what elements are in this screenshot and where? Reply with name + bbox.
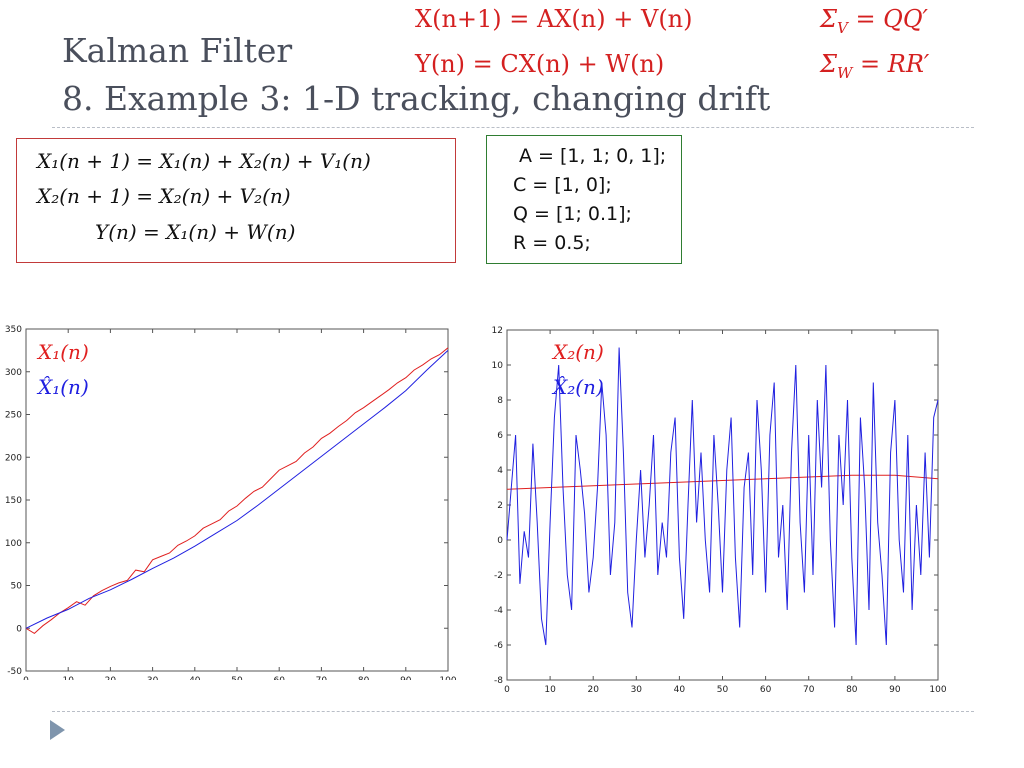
y-tick-label: -4 [494,606,503,616]
equation-line-3: Y(n) = X₁(n) + W(n) [95,220,296,244]
y-tick-label: 10 [492,361,504,371]
x-tick-label: 40 [674,685,686,695]
x-tick-label: 50 [231,676,243,680]
title-divider [52,127,974,128]
sigma-w-subscript: W [836,63,853,82]
x-tick-label: 80 [846,685,858,695]
x-tick-label: 30 [631,685,643,695]
plot-frame [25,328,449,672]
legend-x1-hat: X̂₁(n) [38,375,89,399]
x-tick-label: 100 [929,685,946,695]
observation-equation: Y(n) = CX(n) + W(n) [415,50,665,78]
y-tick-label: -8 [494,676,503,686]
x-tick-label: 10 [544,685,556,695]
slide-title-line2: 8. Example 3: 1-D tracking, changing dri… [62,79,771,118]
x-tick-label: 40 [189,676,201,680]
sigma-v-equation: ΣV = QQ′ [820,5,928,37]
sigma-v-rhs: = QQ′ [847,5,928,33]
equation-line-2: X₂(n + 1) = X₂(n) + V₂(n) [37,184,291,208]
x-tick-label: 70 [316,676,328,680]
param-line-a: A = [1, 1; 0, 1]; [519,145,667,167]
y-tick-label: 0 [16,624,22,634]
y-tick-label: 6 [497,431,503,441]
series-line-actual [25,347,449,635]
y-tick-label: 8 [497,396,503,406]
chart-x2: 0 10 20 30 40 50 60 70 80 90 100 -8 -6 -4 -2 0 2 4 6 8 10 12 [492,326,947,695]
series-line-estimate [25,350,449,629]
sigma-v-subscript: V [836,18,848,37]
plot-frame [506,329,939,681]
legend-x2: X₂(n) [553,340,604,364]
x-tick-label: 70 [803,685,815,695]
y-tick-label: 0 [497,536,503,546]
chart-x1: 0102030405060708090100-50050100150200250… [5,325,457,680]
slide-title-line1: Kalman Filter [62,31,293,70]
sigma-w-symbol: Σ [820,50,837,78]
y-tick-label: 150 [5,496,22,506]
equations-box: X₁(n + 1) = X₁(n) + X₂(n) + V₁(n) X₂(n +… [16,138,456,263]
x-tick-label: 0 [504,685,510,695]
x-tick-label: 90 [400,676,412,680]
play-triangle-icon [50,720,65,740]
x-tick-label: 100 [439,676,456,680]
x-tick-label: 20 [587,685,599,695]
legend-x2-hat: X̂₂(n) [553,375,604,399]
y-tick-label: -50 [7,667,22,677]
y-tick-label: 100 [5,539,22,549]
equation-line-1: X₁(n + 1) = X₁(n) + X₂(n) + V₁(n) [37,149,371,173]
x-tick-label: 50 [717,685,729,695]
footer-divider [52,711,974,712]
series-line-estimate [506,347,939,646]
y-tick-label: 300 [5,368,22,378]
parameters-box: A = [1, 1; 0, 1]; C = [1, 0]; Q = [1; 0.… [486,135,682,264]
y-tick-label: -2 [494,571,503,581]
x-tick-label: 30 [147,676,159,680]
y-tick-label: 4 [497,466,503,476]
y-tick-label: 350 [5,325,22,335]
x-tick-label: 60 [760,685,772,695]
y-tick-label: 250 [5,411,22,421]
x-tick-label: 60 [273,676,285,680]
sigma-w-equation: ΣW = RR′ [820,50,929,82]
x-tick-label: 20 [105,676,117,680]
x-tick-label: 0 [23,676,29,680]
param-line-c: C = [1, 0]; [513,174,612,196]
sigma-v-symbol: Σ [820,5,837,33]
sigma-w-rhs: = RR′ [852,50,930,78]
x-tick-label: 90 [889,685,901,695]
state-equation: X(n+1) = AX(n) + V(n) [415,5,693,33]
legend-x1: X₁(n) [38,340,89,364]
y-tick-label: -6 [494,641,503,651]
series-line-actual [506,474,939,490]
y-tick-label: 50 [11,582,23,592]
param-line-q: Q = [1; 0.1]; [513,203,632,225]
y-tick-label: 200 [5,453,22,463]
y-tick-label: 2 [497,501,503,511]
param-line-r: R = 0.5; [513,232,591,254]
y-tick-label: 12 [492,326,503,336]
x-tick-label: 10 [62,676,74,680]
x-tick-label: 80 [358,676,370,680]
